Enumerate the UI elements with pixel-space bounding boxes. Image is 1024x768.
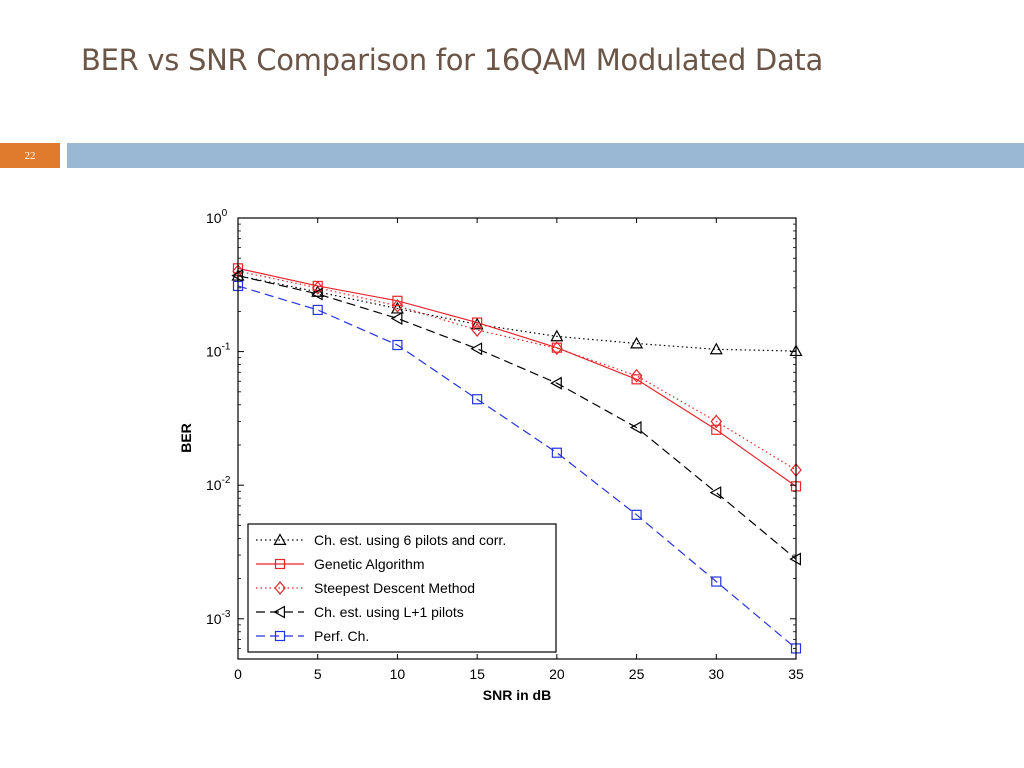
data-point	[629, 421, 642, 435]
slide-number: 22	[24, 149, 36, 162]
y-tick-label: 10-1	[206, 342, 231, 360]
legend-entry-3: Ch. est. using L+1 pilots	[256, 604, 464, 620]
x-tick-label: 10	[390, 666, 406, 682]
x-tick-label: 15	[469, 666, 485, 682]
x-tick-label: 25	[629, 666, 645, 682]
data-point	[630, 368, 643, 383]
series-0	[231, 268, 803, 357]
data-point	[312, 304, 323, 316]
data-point	[472, 394, 483, 405]
legend-entry-0: Ch. est. using 6 pilots and corr.	[256, 532, 506, 548]
data-point	[310, 287, 323, 301]
y-tick-label: 10-2	[206, 475, 231, 493]
data-point	[710, 414, 723, 429]
x-axis-label: SNR in dB	[483, 687, 551, 703]
x-tick-label: 0	[234, 666, 242, 682]
legend-label: Ch. est. using L+1 pilots	[314, 604, 464, 620]
legend-box	[247, 523, 557, 653]
legend: Ch. est. using 6 pilots and corr. Genetic…	[247, 523, 557, 653]
y-tick-label: 100	[206, 208, 228, 226]
legend-entry-2: Steepest Descent Method	[256, 580, 475, 596]
legend-label: Perf. Ch.	[314, 628, 369, 644]
data-point	[391, 298, 404, 313]
data-point	[631, 374, 642, 385]
data-point	[390, 311, 403, 325]
data-point	[709, 486, 722, 500]
x-tick-label: 5	[314, 666, 322, 682]
series-line	[237, 267, 797, 487]
data-point	[711, 576, 722, 587]
legend-marker	[273, 605, 285, 619]
legend-marker	[273, 533, 287, 546]
legend-marker	[274, 630, 286, 642]
data-point	[472, 317, 483, 328]
legend-entry-1: Genetic Algorithm	[256, 556, 425, 572]
axes: 0 5 10 15 20 25 30 35 100 10-1 10-2 10-3	[206, 208, 804, 682]
x-tick-label: 30	[708, 666, 724, 682]
data-point	[711, 424, 722, 435]
data-point	[471, 323, 483, 337]
data-point	[550, 376, 562, 390]
data-point	[392, 339, 403, 351]
series-line	[237, 275, 797, 560]
series-line	[237, 270, 797, 471]
y-axis-label: BER	[178, 423, 194, 453]
data-point	[709, 342, 723, 355]
x-tick-label: 35	[788, 666, 804, 682]
slide-number-badge: 22	[0, 143, 60, 168]
data-point	[551, 341, 563, 356]
data-point	[631, 509, 642, 520]
title-divider-bar	[67, 143, 1024, 168]
legend-label: Genetic Algorithm	[314, 556, 425, 572]
series-line	[237, 275, 797, 352]
legend-label: Ch. est. using 6 pilots and corr.	[314, 532, 506, 548]
data-point	[630, 336, 644, 349]
legend-entry-4: Perf. Ch.	[256, 628, 369, 644]
plot-frame	[237, 217, 797, 660]
data-point	[470, 342, 483, 356]
data-point	[551, 447, 562, 458]
data-point	[311, 280, 324, 295]
x-tick-label: 20	[549, 666, 565, 682]
legend-marker	[274, 558, 286, 570]
data-point	[550, 329, 564, 342]
legend-label: Steepest Descent Method	[314, 580, 475, 596]
series-line	[237, 285, 797, 649]
y-tick-label: 10-3	[206, 609, 231, 627]
slide-title: BER vs SNR Comparison for 16QAM Modulate…	[81, 43, 823, 77]
legend-marker	[274, 581, 286, 595]
